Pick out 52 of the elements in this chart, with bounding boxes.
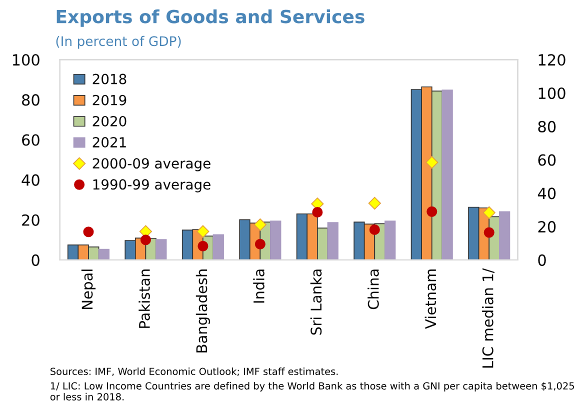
y-tick-label: 40 — [22, 174, 40, 186]
x-tick-label: Vietnam — [424, 270, 436, 329]
y2-tick-label: 40 — [538, 188, 556, 200]
x-tick-label: China — [368, 270, 379, 310]
x-tick-label: Bangladesh — [196, 270, 210, 352]
legend-label: 2020 — [92, 116, 126, 126]
legend-label: 1990-99 average — [93, 179, 210, 192]
y-tick-label: 60 — [22, 134, 40, 146]
bar — [442, 90, 453, 260]
point — [83, 226, 94, 238]
point — [369, 224, 380, 235]
y-tick-label: 80 — [22, 94, 40, 106]
x-tick-label: Pakistan — [138, 270, 150, 328]
y-tick-label: 100 — [12, 54, 40, 66]
x-tick-label: Sri Lanka — [310, 270, 322, 335]
bar — [327, 222, 338, 260]
bar — [156, 239, 167, 260]
bar — [212, 234, 224, 260]
point — [482, 206, 496, 219]
point — [426, 206, 438, 217]
point — [196, 225, 210, 238]
legend-label: 2021 — [92, 137, 126, 148]
point — [312, 206, 323, 218]
x-tick-label: India — [253, 270, 264, 303]
x-tick-label: Nepal — [81, 270, 96, 309]
point — [140, 234, 152, 246]
legend-label: 2000-09 average — [92, 158, 210, 172]
chart-subtitle: (In percent of GDP) — [56, 36, 181, 49]
chart-title: Exports of Goods and Services — [56, 9, 364, 27]
y2-tick-label: 120 — [538, 54, 566, 66]
point — [254, 238, 266, 250]
y2-tick-label: 0 — [538, 254, 546, 266]
legend-label: 2019 — [92, 94, 126, 106]
point — [484, 227, 494, 238]
y2-tick-label: 60 — [538, 154, 556, 166]
y2-tick-label: 100 — [538, 87, 566, 100]
text: 1/ LIC: Low Income Countries are defined by the World Bank as those with a GNI per capita between $1,025 or less in 2018. — [50, 382, 574, 400]
point — [198, 240, 208, 252]
y2-tick-label: 20 — [538, 221, 556, 233]
bar — [98, 248, 110, 260]
bar — [384, 220, 396, 260]
bar — [270, 220, 282, 260]
legend-label: 2018 — [92, 74, 126, 84]
point — [368, 196, 381, 210]
bar — [499, 211, 510, 260]
point — [254, 218, 266, 231]
x-tick-label: LIC median 1/ — [482, 268, 494, 368]
y-tick-label: 20 — [22, 214, 40, 226]
y-tick-label: 0 — [32, 254, 40, 266]
source-note: Sources: IMF, World Economic Outlook; IMF staff estimates. — [50, 368, 338, 376]
y2-tick-label: 80 — [538, 120, 556, 132]
point — [426, 156, 438, 169]
